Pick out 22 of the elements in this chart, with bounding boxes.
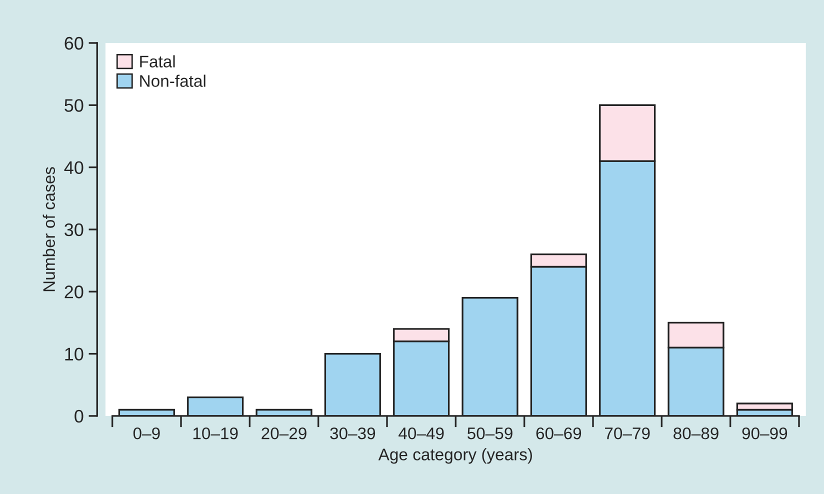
- x-tick-label: 40–49: [398, 428, 444, 440]
- legend-label: Non-fatal: [140, 74, 206, 87]
- y-tick-label: 30: [64, 223, 84, 236]
- x-tick-label: 30–39: [330, 428, 376, 440]
- x-tick-label: 70–79: [605, 428, 650, 440]
- x-tick-label: 10–19: [193, 428, 238, 440]
- y-tick-label: 0: [74, 410, 84, 423]
- x-tick-label: 0–9: [133, 428, 160, 440]
- x-tick-label: 20–29: [262, 428, 306, 440]
- y-tick-label: 60: [64, 36, 84, 50]
- x-tick-label: 80–89: [674, 428, 718, 440]
- y-tick-label: 40: [64, 161, 84, 174]
- bar: [736, 402, 793, 411]
- y-axis-title: Number of cases: [42, 167, 56, 292]
- x-tick-label: 60–69: [536, 428, 582, 440]
- y-tick-label: 10: [65, 348, 84, 361]
- legend-label: Fatal: [140, 55, 175, 68]
- x-tick-label: 50–59: [468, 428, 512, 440]
- y-tick-label: 50: [64, 99, 84, 112]
- x-tick-label: 90–99: [742, 428, 788, 440]
- x-axis-title: Age category (years): [378, 448, 532, 464]
- y-tick-label: 20: [64, 286, 84, 298]
